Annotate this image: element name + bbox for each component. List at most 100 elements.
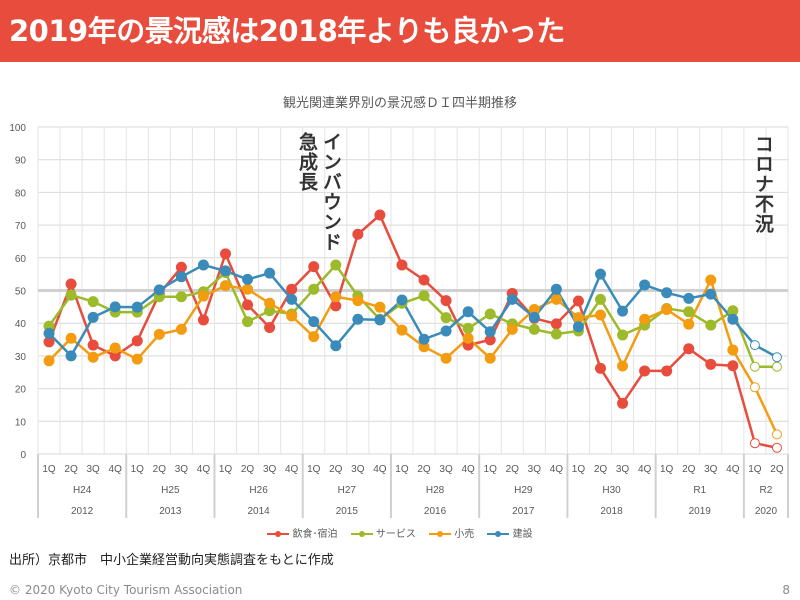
x-group-era-label: H27 [338,485,357,496]
x-group-year-label: 2020 [755,506,778,517]
x-tick-label: 2Q [682,464,696,475]
x-tick-label: 1Q [748,464,762,475]
data-point-1-26 [617,329,629,341]
series-line-3 [48,263,778,359]
data-point-3-30 [705,288,717,300]
data-point-0-8 [220,248,231,260]
data-point-2-19 [462,332,474,344]
x-tick-label: 3Q [86,464,100,475]
data-point-0-18 [440,295,452,307]
source-note: 出所）京都市 中小企業経営動向実態調査をもとに作成 [9,553,334,568]
legend-swatch [429,531,452,537]
x-tick-label: 1Q [219,464,233,475]
data-point-0-15 [374,209,386,221]
legend-swatch [487,531,510,537]
legend-item-food-lodging: 飲食･宿泊 [267,525,338,540]
data-point-1-30 [705,319,717,331]
series-lines [43,209,782,453]
data-point-2-30 [705,274,717,286]
x-group-year-label: 2015 [336,506,359,517]
y-tick-label: 80 [15,188,27,199]
data-point-2-18 [440,352,452,364]
data-point-2-17 [418,341,430,353]
data-point-1-23 [550,328,562,340]
data-point-2-23 [550,293,562,305]
data-point-3-1 [65,350,77,362]
data-point-3-26 [617,305,629,317]
data-point-0-9 [242,299,254,311]
data-point-3-22 [528,311,540,323]
y-tick-label: 10 [15,417,27,428]
data-point-3-6 [175,271,187,283]
data-point-3-25 [595,268,606,280]
data-point-3-24 [572,321,584,333]
data-point-2-9 [242,283,254,295]
x-tick-label: 1Q [307,464,321,475]
x-group-year-label: 2017 [512,506,535,517]
data-point-3-2 [87,311,99,323]
data-point-3-3 [109,301,121,313]
data-point-2-1 [65,332,77,344]
data-point-0-1 [65,278,77,290]
x-tick-label: 2Q [506,464,520,475]
data-point-3-20 [484,326,496,338]
slide-title: 2019年の景況感は2018年よりも良かった [9,14,565,48]
y-tick-label: 50 [15,287,27,298]
data-point-2-5 [153,328,165,340]
data-point-1-29 [683,306,695,318]
data-point-0-28 [661,365,673,377]
x-tick-label: 2Q [153,464,167,475]
data-point-1-6 [175,291,187,303]
annotation-inbound: インバウンド [320,132,342,252]
x-tick-label: 4Q [197,464,211,475]
data-point-3-7 [197,259,209,271]
x-group-year-label: 2013 [159,506,182,517]
data-point-1-20 [484,308,496,320]
data-point-3-21 [506,293,518,305]
data-point-0-23 [550,318,562,330]
data-point-2-6 [175,323,187,335]
x-tick-label: 3Q [175,464,189,475]
x-tick-label: 4Q [461,464,475,475]
x-tick-label: 4Q [285,464,299,475]
data-point-3-27 [639,279,651,291]
data-point-2-20 [484,352,496,364]
legend-label: 建設 [512,529,533,540]
data-point-3-31 [727,313,739,325]
data-point-0-14 [352,228,364,240]
x-group-era-label: R1 [693,485,706,496]
x-tick-label: 4Q [550,464,564,475]
data-point-0-2 [87,339,99,351]
data-point-2-32 [749,382,760,393]
x-tick-label: 3Q [704,464,718,475]
data-point-0-13 [330,300,342,312]
x-tick-label: 2Q [241,464,255,475]
data-point-0-26 [617,397,629,409]
data-point-2-29 [683,318,695,330]
x-tick-label: 2Q [64,464,78,475]
x-tick-label: 1Q [42,464,56,475]
data-point-0-0 [43,336,55,348]
data-point-1-31 [727,305,739,317]
x-tick-label: 3Q [351,464,365,475]
data-point-0-10 [264,321,276,333]
y-tick-label: 100 [9,123,26,134]
data-point-1-22 [528,323,540,335]
data-point-2-15 [374,301,386,313]
data-point-1-17 [418,290,430,302]
data-point-0-30 [705,358,717,370]
y-tick-label: 20 [15,385,27,396]
data-point-2-27 [639,313,651,325]
x-tick-label: 3Q [439,464,453,475]
x-tick-label: 4Q [109,464,123,475]
data-point-3-28 [661,287,673,299]
data-point-2-10 [264,297,276,309]
x-tick-label: 4Q [638,464,652,475]
data-point-3-17 [418,333,430,345]
data-point-0-25 [595,362,606,374]
gridlines [37,126,789,455]
x-tick-label: 4Q [726,464,740,475]
x-tick-label: 2Q [594,464,608,475]
data-point-0-29 [683,343,695,355]
legend-label: 飲食･宿泊 [292,529,338,540]
